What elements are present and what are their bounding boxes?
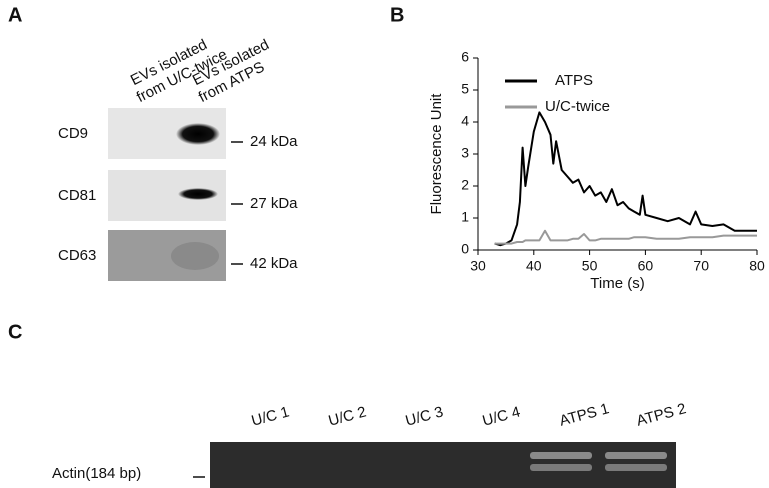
x-tick-label: 60 bbox=[638, 258, 654, 274]
y-tick-label: 1 bbox=[461, 209, 469, 225]
x-tick-label: 70 bbox=[693, 258, 709, 274]
y-tick-label: 2 bbox=[461, 177, 469, 193]
gel-band bbox=[530, 452, 592, 459]
x-tick-label: 40 bbox=[526, 258, 542, 274]
y-tick-label: 4 bbox=[461, 113, 469, 129]
band-label: Actin(184 bp) bbox=[52, 465, 141, 482]
y-axis-label: Fluorescence Unit bbox=[428, 93, 445, 215]
series-line bbox=[494, 229, 757, 245]
gel bbox=[210, 442, 676, 488]
y-tick-label: 6 bbox=[461, 49, 469, 65]
marker-label: CD63 bbox=[58, 247, 96, 264]
series-line bbox=[494, 111, 757, 247]
legend-label: U/C-twice bbox=[545, 98, 610, 115]
x-axis-label: Time (s) bbox=[590, 275, 644, 292]
gel-band bbox=[605, 452, 667, 459]
lane-label: U/C 4 bbox=[481, 403, 522, 429]
x-tick-label: 30 bbox=[470, 258, 486, 274]
band bbox=[176, 123, 220, 145]
legend-label: ATPS bbox=[555, 72, 593, 89]
size-label: 42 kDa bbox=[250, 255, 298, 272]
panel-label: C bbox=[8, 321, 22, 343]
panel-label: B bbox=[390, 4, 404, 26]
y-tick-label: 3 bbox=[461, 145, 469, 161]
gel-band bbox=[530, 464, 592, 471]
size-label: 24 kDa bbox=[250, 133, 298, 150]
band bbox=[178, 188, 218, 200]
lane-label: ATPS 2 bbox=[635, 400, 688, 430]
x-tick-label: 50 bbox=[582, 258, 598, 274]
lane-label: U/C 1 bbox=[250, 403, 291, 429]
marker-label: CD9 bbox=[58, 125, 88, 142]
size-label: 27 kDa bbox=[250, 195, 298, 212]
band bbox=[171, 242, 219, 270]
marker-label: CD81 bbox=[58, 187, 96, 204]
panel-label: A bbox=[8, 4, 22, 26]
lane-label: ATPS 1 bbox=[558, 400, 611, 430]
gel-band bbox=[605, 464, 667, 471]
lane-label: U/C 3 bbox=[404, 403, 445, 429]
y-tick-label: 0 bbox=[461, 241, 469, 257]
x-tick-label: 80 bbox=[749, 258, 765, 274]
lane-label: U/C 2 bbox=[327, 403, 368, 429]
y-tick-label: 5 bbox=[461, 81, 469, 97]
